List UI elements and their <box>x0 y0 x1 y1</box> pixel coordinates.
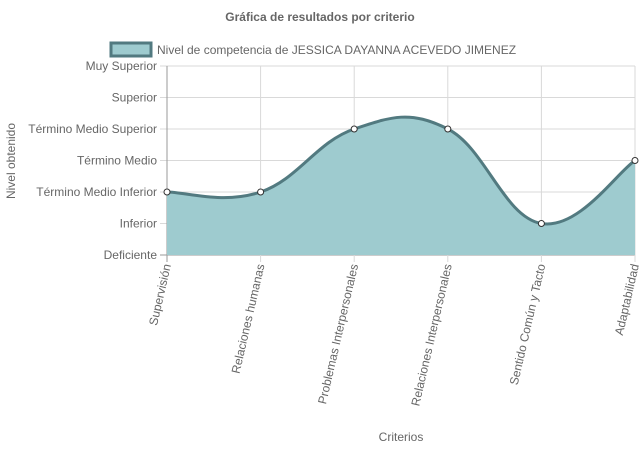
y-tick-label: Término Medio Superior <box>28 122 157 136</box>
x-axis-title: Criterios <box>379 430 424 444</box>
y-tick-label: Deficiente <box>104 248 158 262</box>
data-point[interactable] <box>631 157 639 164</box>
x-tick-label: Sentido Común y Tacto <box>507 262 549 386</box>
y-tick-label: Término Medio Inferior <box>36 185 157 199</box>
series-area-fill <box>167 117 635 255</box>
chart-title: Gráfica de resultados por criterio <box>225 10 414 24</box>
data-point[interactable] <box>350 125 358 133</box>
legend-label: Nivel de competencia de JESSICA DAYANNA … <box>157 43 516 57</box>
y-axis-ticks: Deficiente Inferior Término Medio Inferior… <box>28 59 157 262</box>
y-tick-label: Inferior <box>120 217 157 231</box>
x-tick-label: Problemas Interpersonales <box>315 263 361 406</box>
y-tick-label: Muy Superior <box>86 59 157 73</box>
data-point[interactable] <box>163 188 171 196</box>
legend-swatch <box>109 41 153 58</box>
x-tick-label: Relaciones Interpersonales <box>408 263 454 408</box>
data-point[interactable] <box>537 220 545 227</box>
data-point[interactable] <box>257 188 265 196</box>
data-point[interactable] <box>444 125 452 133</box>
x-tick-label: Adaptabilidad <box>612 263 639 337</box>
legend[interactable]: Nivel de competencia de JESSICA DAYANNA … <box>109 41 516 58</box>
x-tick-label: Relaciones humanas <box>229 263 268 375</box>
x-axis-ticks: Supervisión Relaciones humanas Problemas I… <box>146 262 639 407</box>
x-tick-label: Supervisión <box>146 263 174 327</box>
y-tick-label: Término Medio <box>77 154 157 168</box>
y-axis-title: Nivel obtenido <box>4 123 18 199</box>
y-tick-label: Superior <box>112 91 157 105</box>
series-points <box>163 125 639 227</box>
series-area <box>166 115 636 255</box>
